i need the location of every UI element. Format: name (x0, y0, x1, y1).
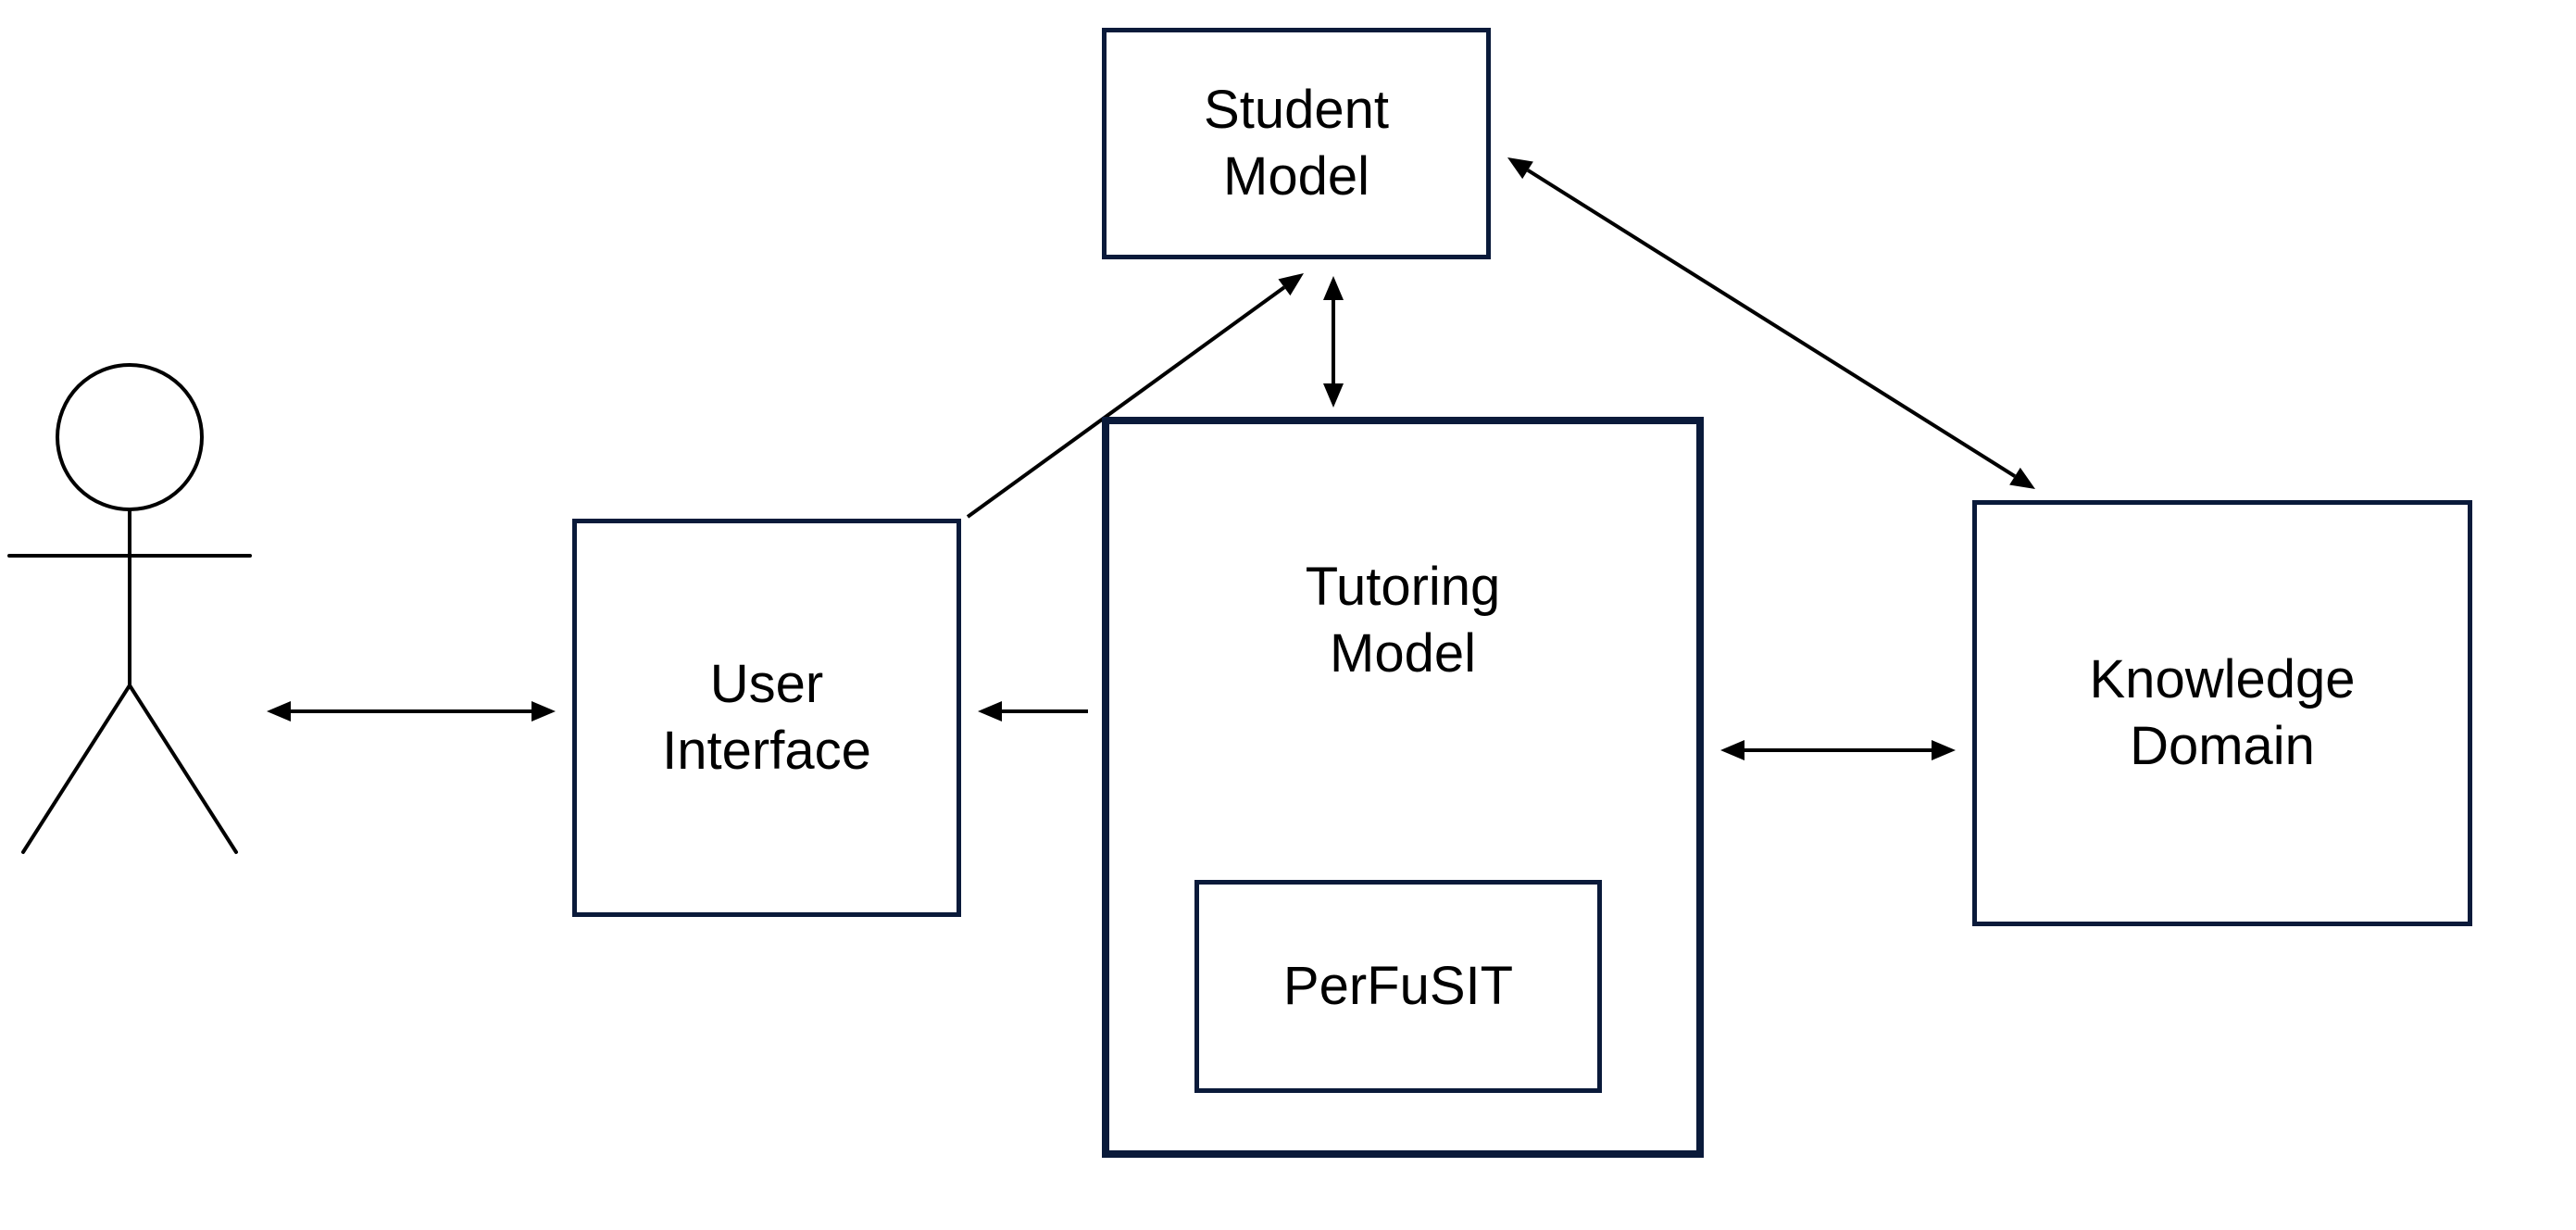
node-student-model: Student Model (1102, 28, 1491, 259)
node-label: PerFuSIT (1283, 953, 1513, 1021)
node-label: Student Model (1204, 77, 1389, 211)
node-label: User Interface (662, 651, 871, 785)
node-label: Tutoring Model (1306, 554, 1501, 688)
node-user-interface: User Interface (572, 519, 961, 917)
node-perfusit: PerFuSIT (1194, 880, 1602, 1093)
node-knowledge-domain: Knowledge Domain (1972, 500, 2472, 926)
diagram-canvas: Student Model User Interface Tutoring Mo… (0, 0, 2576, 1230)
node-label: Knowledge Domain (2090, 646, 2356, 781)
